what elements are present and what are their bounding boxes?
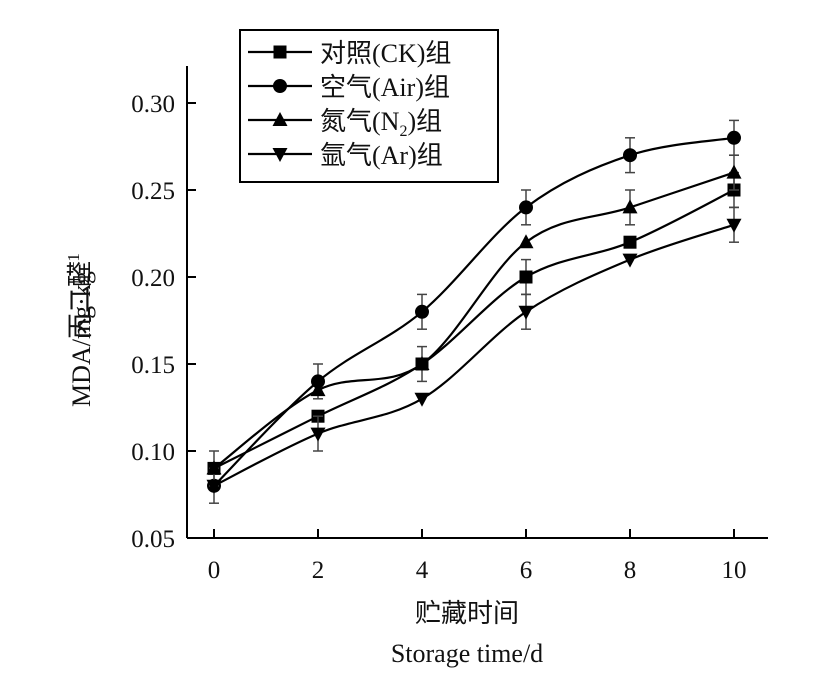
y-axis-title-cn: 丙二醛 [66,261,95,339]
y-tick-label: 0.10 [131,439,175,466]
data-point-n2 [622,199,638,214]
series-ck [207,171,741,475]
series-line-air [213,136,735,487]
series-n2 [206,154,742,487]
y-tick-label: 0.15 [131,352,175,379]
legend-label-ar: 氩气(Ar)组 [320,141,443,170]
x-tick-label: 8 [624,557,637,584]
y-tick-label: 0.05 [131,526,175,553]
y-ticks: 0.05 0.10 0.15 0.20 0.25 0.30 [131,91,196,553]
x-tick-label: 0 [208,557,221,584]
y-axis-title-en-group: MDA/mg·kg−1 [64,253,96,407]
x-axis-title-en: Storage time/d [391,639,543,668]
legend-label-ck: 对照(CK)组 [320,39,451,68]
legend-label-n2-pre: 氮气(N [320,107,400,136]
x-tick-label: 4 [416,557,429,584]
series-line-n2 [213,171,735,470]
legend-items [248,45,312,162]
data-point-air [415,304,429,319]
data-point-ar [310,427,326,442]
data-point-n2 [310,382,326,397]
x-ticks: 0 2 4 6 8 10 [208,529,747,584]
y-tick-label: 0.30 [131,91,175,118]
legend-marker-ck [273,45,287,59]
legend-label-n2-sub: 2 [399,123,407,140]
legend: 对照(CK)组 空气(Air)组 氮气(N2)组 氩气(Ar)组 [239,29,499,183]
series-line-ar [213,223,735,487]
data-point-air [519,200,533,215]
y-axis-title-en: MDA/mg·kg−1 [64,253,96,407]
data-point-air [623,148,637,163]
y-axis-title: 丙二醛 [66,261,95,339]
data-point-ar [414,392,430,407]
data-point-ck [623,235,637,249]
legend-label-n2: 氮气(N2)组 [320,107,442,140]
series-layer [206,119,742,504]
data-point-ar [206,479,222,494]
data-point-n2 [726,164,742,179]
legend-label-n2-post: )组 [407,107,442,136]
y-tick-label: 0.25 [131,178,175,205]
legend-label-air: 空气(Air)组 [320,73,450,102]
series-ar [206,206,742,494]
y-tick-label: 0.20 [131,265,175,292]
y-axis-unit-exponent: −1 [64,253,83,271]
data-point-ar [726,218,742,233]
x-axis-title-cn: 贮藏时间 [415,599,519,628]
legend-marker-n2 [272,112,288,126]
data-point-air [727,130,741,145]
x-tick-label: 6 [520,557,533,584]
series-line-ck [213,189,735,470]
x-tick-label: 10 [722,557,747,584]
data-point-ck [519,270,533,284]
x-tick-label: 2 [312,557,325,584]
legend-marker-ar [272,148,288,162]
data-point-n2 [414,356,430,370]
legend-marker-air [273,79,287,93]
data-point-ar [518,305,534,320]
series-air [207,119,741,504]
y-axis-unit: MDA/mg·kg [67,271,96,407]
data-point-air [311,374,325,389]
data-point-ar [622,253,638,268]
data-point-n2 [518,234,534,249]
data-point-n2 [206,460,222,475]
axes [186,66,768,539]
